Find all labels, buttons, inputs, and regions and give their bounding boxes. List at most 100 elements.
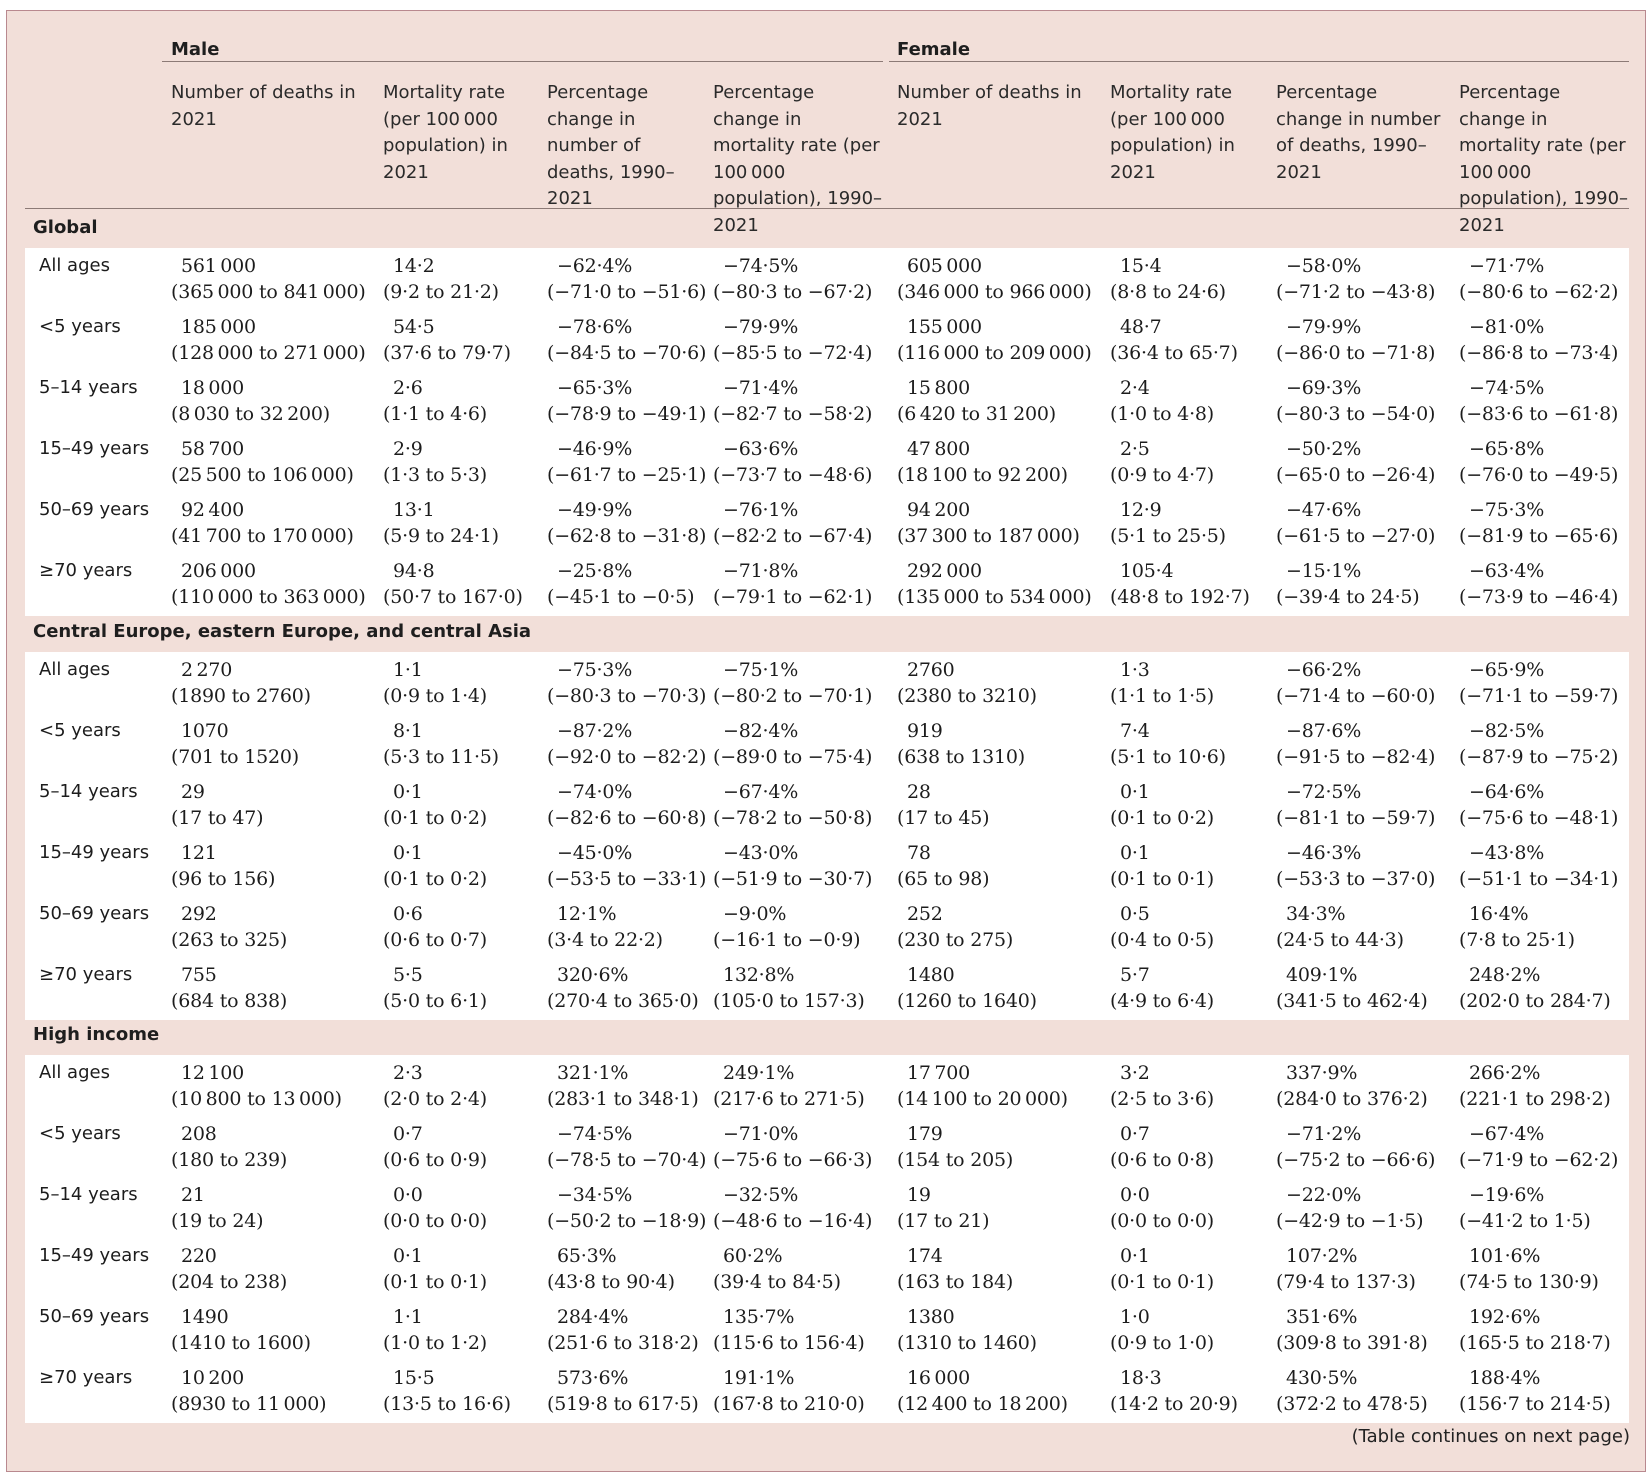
cell-uncertainty-interval: (167·8 to 210·0)	[713, 1393, 865, 1415]
cell-uncertainty-interval: (5·9 to 24·1)	[383, 525, 499, 547]
cell-female-mortality-rate: 1·3 (1·1 to 1·5)	[1110, 657, 1214, 709]
cell-value: 284·4%	[557, 1306, 629, 1328]
cell-uncertainty-interval: (−42·9 to −1·5)	[1276, 1210, 1424, 1232]
cell-value: 2760	[907, 659, 955, 681]
cell-value: 2·9	[393, 438, 423, 460]
cell-value: −46·3%	[1286, 842, 1362, 864]
cell-value: 34·3%	[1286, 903, 1346, 925]
cell-value: 174	[907, 1245, 943, 1267]
cell-uncertainty-interval: (−39·4 to 24·5)	[1276, 586, 1420, 608]
cell-male-pct-change-rate: −67·4% (−78·2 to −50·8)	[713, 779, 872, 831]
cell-uncertainty-interval: (−78·5 to −70·4)	[547, 1149, 707, 1171]
cell-uncertainty-interval: (19 to 24)	[171, 1210, 264, 1232]
cell-value: 0·5	[1120, 903, 1150, 925]
cell-value: 12·9	[1120, 499, 1162, 521]
cell-male-mortality-rate: 0·1 (0·1 to 0·2)	[383, 779, 487, 831]
cell-male-deaths: 29 (17 to 47)	[171, 779, 264, 831]
cell-female-deaths: 78 (65 to 98)	[897, 840, 990, 892]
cell-female-deaths: 16 000 (12 400 to 18 200)	[897, 1365, 1068, 1417]
cell-male-pct-change-rate: 191·1% (167·8 to 210·0)	[713, 1365, 865, 1417]
cell-uncertainty-interval: (204 to 238)	[171, 1271, 288, 1293]
cell-uncertainty-interval: (−85·5 to −72·4)	[713, 342, 873, 364]
cell-value: 15 800	[907, 377, 971, 399]
cell-value: −64·6%	[1469, 781, 1545, 803]
cell-uncertainty-interval: (−92·0 to −82·2)	[547, 746, 707, 768]
cell-value: 188·4%	[1469, 1367, 1541, 1389]
cell-uncertainty-interval: (17 to 45)	[897, 807, 990, 829]
cell-female-pct-change-deaths: 430·5% (372·2 to 478·5)	[1276, 1365, 1428, 1417]
cell-uncertainty-interval: (−75·6 to −48·1)	[1459, 807, 1619, 829]
cell-value: −71·7%	[1469, 255, 1545, 277]
table-row: ≥70 years 10 200 (8930 to 11 000) 15·5 (13·5…	[25, 1360, 1629, 1421]
cell-uncertainty-interval: (5·3 to 11·5)	[383, 746, 499, 768]
cell-male-mortality-rate: 94·8 (50·7 to 167·0)	[383, 558, 523, 610]
cell-uncertainty-interval: (17 to 21)	[897, 1210, 990, 1232]
cell-value: 2·3	[393, 1062, 423, 1084]
cell-female-pct-change-rate: −75·3% (−81·9 to −65·6)	[1459, 497, 1618, 549]
male-header-rule	[162, 61, 883, 62]
cell-value: 65·3%	[557, 1245, 617, 1267]
cell-value: 1490	[181, 1306, 229, 1328]
cell-female-deaths: 28 (17 to 45)	[897, 779, 990, 831]
cell-uncertainty-interval: (270·4 to 365·0)	[547, 990, 699, 1012]
column-header-male-pct-change-deaths: Percentage change in number of deaths, 1…	[547, 82, 675, 209]
cell-uncertainty-interval: (5·0 to 6·1)	[383, 990, 488, 1012]
cell-uncertainty-interval: (43·8 to 90·4)	[547, 1271, 675, 1293]
cell-uncertainty-interval: (9·2 to 21·2)	[383, 281, 499, 303]
cell-female-pct-change-deaths: −72·5% (−81·1 to −59·7)	[1276, 779, 1435, 831]
cell-uncertainty-interval: (−61·5 to −27·0)	[1276, 525, 1436, 547]
cell-value: 15·5	[393, 1367, 435, 1389]
cell-uncertainty-interval: (1310 to 1460)	[897, 1332, 1037, 1354]
cell-male-deaths: 1070 (701 to 1520)	[171, 718, 299, 770]
cell-uncertainty-interval: (79·4 to 137·3)	[1276, 1271, 1416, 1293]
cell-uncertainty-interval: (50·7 to 167·0)	[383, 586, 523, 608]
cell-female-pct-change-rate: −74·5% (−83·6 to −61·8)	[1459, 375, 1618, 427]
cell-value: 94 200	[907, 499, 971, 521]
cell-uncertainty-interval: (2·5 to 3·6)	[1110, 1088, 1215, 1110]
cell-female-pct-change-rate: −63·4% (−73·9 to −46·4)	[1459, 558, 1618, 610]
cell-female-pct-change-rate: 16·4% (7·8 to 25·1)	[1459, 901, 1575, 953]
cell-value: −58·0%	[1286, 255, 1362, 277]
cell-uncertainty-interval: (519·8 to 617·5)	[547, 1393, 699, 1415]
cell-uncertainty-interval: (0·9 to 4·7)	[1110, 464, 1215, 486]
cell-uncertainty-interval: (−78·9 to −49·1)	[547, 403, 707, 425]
cell-uncertainty-interval: (0·0 to 0·0)	[383, 1210, 488, 1232]
cell-male-deaths: 208 (180 to 239)	[171, 1121, 287, 1173]
cell-value: 14·2	[393, 255, 435, 277]
cell-uncertainty-interval: (5·1 to 10·6)	[1110, 746, 1226, 768]
cell-female-mortality-rate: 0·1 (0·1 to 0·1)	[1110, 1243, 1214, 1295]
cell-value: −47·6%	[1286, 499, 1362, 521]
cell-uncertainty-interval: (1890 to 2760)	[171, 685, 311, 707]
cell-female-pct-change-deaths: 409·1% (341·5 to 462·4)	[1276, 962, 1428, 1014]
cell-uncertainty-interval: (−80·3 to −70·3)	[547, 685, 707, 707]
cell-uncertainty-interval: (−71·1 to −59·7)	[1459, 685, 1619, 707]
cell-value: −87·6%	[1286, 720, 1362, 742]
row-label: All ages	[39, 255, 110, 276]
cell-male-mortality-rate: 0·1 (0·1 to 0·2)	[383, 840, 487, 892]
cell-male-pct-change-deaths: −74·0% (−82·6 to −60·8)	[547, 779, 706, 831]
cell-male-pct-change-deaths: −65·3% (−78·9 to −49·1)	[547, 375, 706, 427]
group-header-male: Male	[171, 39, 220, 60]
cell-value: 1·1	[393, 659, 423, 681]
cell-value: 132·8%	[723, 964, 795, 986]
cell-uncertainty-interval: (7·8 to 25·1)	[1459, 929, 1575, 951]
cell-uncertainty-interval: (39·4 to 84·5)	[713, 1271, 841, 1293]
cell-value: −63·6%	[723, 438, 799, 460]
section-title: Central Europe, eastern Europe, and cent…	[33, 621, 532, 642]
cell-female-pct-change-deaths: −66·2% (−71·4 to −60·0)	[1276, 657, 1435, 709]
cell-male-pct-change-deaths: 284·4% (251·6 to 318·2)	[547, 1304, 699, 1356]
cell-value: 252	[907, 903, 943, 925]
cell-value: 121	[181, 842, 217, 864]
cell-uncertainty-interval: (−80·3 to −67·2)	[713, 281, 873, 303]
cell-uncertainty-interval: (−41·2 to 1·5)	[1459, 1210, 1591, 1232]
cell-uncertainty-interval: (341·5 to 462·4)	[1276, 990, 1428, 1012]
cell-female-pct-change-rate: −82·5% (−87·9 to −75·2)	[1459, 718, 1618, 770]
cell-value: 1·1	[393, 1306, 423, 1328]
cell-male-mortality-rate: 1·1 (1·0 to 1·2)	[383, 1304, 487, 1356]
cell-value: −75·1%	[723, 659, 799, 681]
cell-value: 206 000	[181, 560, 256, 582]
table-frame: Male Female Number of deaths in 2021 Mort…	[6, 10, 1646, 1472]
column-header-female-pct-change-deaths: Percentage change in number of deaths, 1…	[1276, 82, 1441, 183]
cell-uncertainty-interval: (−84·5 to −70·6)	[547, 342, 707, 364]
cell-female-pct-change-rate: 266·2% (221·1 to 298·2)	[1459, 1060, 1611, 1112]
